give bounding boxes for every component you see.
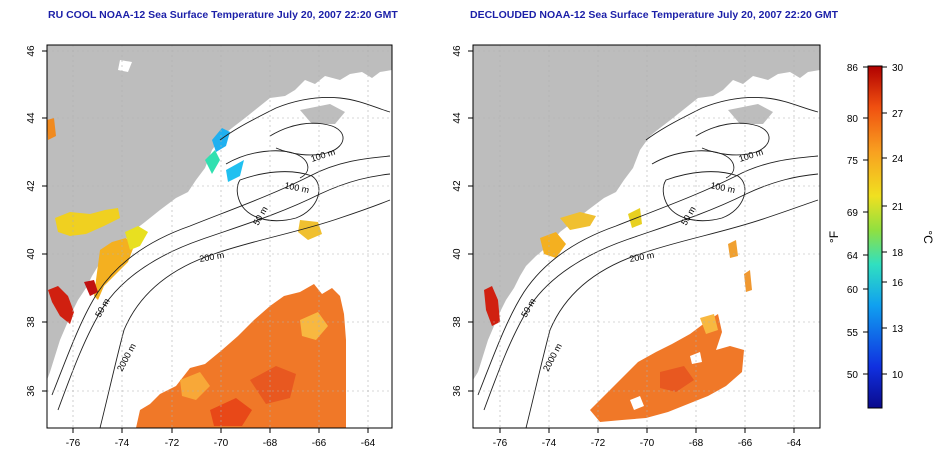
colorbar-fahrenheit-label: °F xyxy=(827,231,841,243)
right-y-tick: 46 xyxy=(452,45,463,57)
right-x-tick: -68 xyxy=(689,438,704,449)
right-map-title: DECLOUDED NOAA-12 Sea Surface Temperatur… xyxy=(470,9,839,21)
colorbar-f-tick: 64 xyxy=(847,251,859,262)
colorbar-c-tick: 27 xyxy=(892,109,904,120)
right-land xyxy=(473,45,820,380)
left-y-tick: 44 xyxy=(26,112,37,124)
right-contour-label: 200 m xyxy=(629,250,655,264)
right-x-tick: -76 xyxy=(493,438,508,449)
left-x-tick: -70 xyxy=(214,438,229,449)
colorbar-f-tick: 55 xyxy=(847,328,859,339)
left-x-tick: -72 xyxy=(165,438,180,449)
colorbar-f-tick: 50 xyxy=(847,370,859,381)
colorbar-c-tick: 21 xyxy=(892,202,904,213)
colorbar-c-tick: 18 xyxy=(892,248,904,259)
right-y-tick: 38 xyxy=(452,316,463,328)
colorbar-c-tick: 30 xyxy=(892,63,904,74)
left-x-tick: -68 xyxy=(263,438,278,449)
colorbar-f-tick: 69 xyxy=(847,208,859,219)
right-y-tick: 42 xyxy=(452,180,463,192)
right-x-tick: -72 xyxy=(591,438,606,449)
left-x-tick: -66 xyxy=(312,438,327,449)
colorbar-c-tick: 24 xyxy=(892,154,904,165)
left-map-frame xyxy=(46,44,393,429)
right-x-tick: -64 xyxy=(787,438,802,449)
right-map: 100 m 100 m 50 m 200 m 50 m 2000 m -76 -… xyxy=(452,44,821,449)
right-x-tick: -74 xyxy=(542,438,557,449)
colorbar-f-tick: 75 xyxy=(847,156,859,167)
left-contour-label: 200 m xyxy=(199,250,225,264)
colorbar: 86 80 75 69 64 60 55 50 30 27 24 21 18 1… xyxy=(827,63,935,409)
colorbar-c-tick: 10 xyxy=(892,370,904,381)
right-x-tick: -66 xyxy=(738,438,753,449)
left-x-tick: -74 xyxy=(115,438,130,449)
right-y-tick: 36 xyxy=(452,385,463,397)
right-y-tick: 40 xyxy=(452,248,463,260)
colorbar-f-tick: 86 xyxy=(847,63,859,74)
left-y-tick: 38 xyxy=(26,316,37,328)
left-land xyxy=(47,45,392,380)
right-warm-region xyxy=(590,314,744,422)
colorbar-gradient xyxy=(867,65,883,409)
colorbar-c-tick: 16 xyxy=(892,278,904,289)
left-map-title: RU COOL NOAA-12 Sea Surface Temperature … xyxy=(48,9,398,21)
left-map: 100 m 100 m 50 m 200 m 50 m 2000 m -76 -… xyxy=(26,44,393,449)
left-x-tick: -76 xyxy=(66,438,81,449)
left-y-tick: 40 xyxy=(26,248,37,260)
left-y-tick: 46 xyxy=(26,45,37,57)
right-y-tick: 44 xyxy=(452,112,463,124)
colorbar-f-tick: 80 xyxy=(847,114,859,125)
colorbar-celsius-label: °C xyxy=(921,230,935,244)
left-x-tick: -64 xyxy=(361,438,376,449)
right-x-tick: -70 xyxy=(640,438,655,449)
left-y-tick: 36 xyxy=(26,385,37,397)
left-y-tick: 42 xyxy=(26,180,37,192)
colorbar-f-tick: 60 xyxy=(847,285,859,296)
colorbar-c-tick: 13 xyxy=(892,324,904,335)
